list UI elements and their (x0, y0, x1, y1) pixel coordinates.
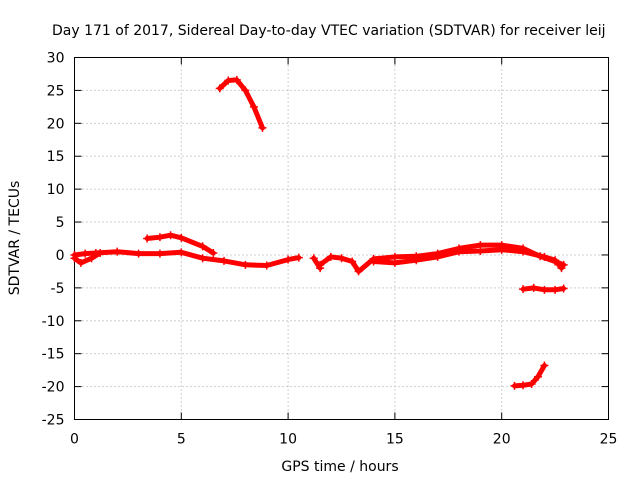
y-tick-label: 10 (47, 182, 65, 198)
data-point (166, 231, 175, 240)
data-point (209, 248, 218, 257)
data-point (96, 248, 105, 257)
data-point (309, 254, 318, 263)
x-tick-label: 15 (386, 432, 404, 448)
data-point (81, 249, 90, 258)
series-arc-mid-spur (311, 255, 323, 271)
data-point (155, 233, 164, 242)
data-point (241, 260, 250, 269)
x-tick-label: 20 (493, 432, 511, 448)
data-point (412, 256, 421, 265)
data-point (454, 247, 463, 256)
data-point (87, 254, 96, 263)
data-point (390, 258, 399, 267)
data-point (284, 255, 293, 264)
x-axis-title: GPS time / hours (281, 459, 398, 475)
data-point (534, 372, 543, 381)
tick-layer: 0 5 10 15 20 25 30 25 20 15 10 5 0 -5 -10 -15 -20 -25 (42, 51, 618, 448)
plot-frame (74, 57, 609, 420)
series-arc-main-wobble-markers (70, 248, 105, 267)
data-point (551, 285, 560, 294)
series-arc-mid-spur-markers (309, 254, 325, 273)
y-tick-label: -5 (51, 281, 65, 297)
data-point (316, 264, 325, 273)
data-point (433, 252, 442, 261)
chart-title: Day 171 of 2017, Sidereal Day-to-day VTE… (52, 23, 606, 39)
x-tick-label: 5 (177, 432, 186, 448)
data-point (540, 285, 549, 294)
series-arc-main-wobble (72, 250, 103, 266)
data-point (519, 285, 528, 294)
series-arc-upper-hump-markers (143, 231, 218, 257)
data-point (155, 249, 164, 258)
series-arc-minus-twenty (512, 363, 547, 389)
data-point (232, 75, 241, 84)
y-tick-label: 5 (56, 215, 65, 231)
data-point (143, 234, 152, 243)
data-point (527, 379, 536, 388)
series-arc-peak-markers (215, 75, 267, 132)
data-point (476, 247, 485, 256)
data-point (134, 249, 143, 258)
data-point (559, 284, 568, 293)
data-point (369, 257, 378, 266)
series-arc-minus-five-markers (519, 283, 568, 294)
x-tick-label: 0 (70, 432, 79, 448)
data-point (497, 245, 506, 254)
data-point (557, 264, 566, 273)
data-point (540, 361, 549, 370)
data-point (220, 256, 229, 265)
series-arc-mid-low-markers (369, 245, 566, 273)
data-point (258, 123, 267, 132)
y-axis-title: SDTVAR / TECUs (7, 181, 23, 296)
data-point (294, 253, 303, 262)
y-tick-label: 0 (56, 248, 65, 264)
data-point (198, 254, 207, 263)
series-layer (70, 75, 568, 390)
data-point (262, 261, 271, 270)
data-point (249, 102, 258, 111)
y-tick-label: -20 (42, 380, 65, 396)
series-arc-main-lower (72, 249, 302, 268)
data-point (326, 252, 335, 261)
series-arc-peak (217, 77, 265, 131)
y-tick-label: 30 (47, 51, 65, 67)
data-point (224, 76, 233, 85)
data-point (551, 256, 560, 265)
data-point (540, 252, 549, 261)
y-tick-label: -15 (42, 347, 65, 363)
data-point (337, 254, 346, 263)
data-point (113, 247, 122, 256)
x-tick-label: 10 (279, 432, 297, 448)
x-tick-label: 25 (600, 432, 618, 448)
data-point (76, 258, 85, 267)
y-tick-label: -10 (42, 314, 65, 330)
data-point (177, 248, 186, 257)
data-point (519, 247, 528, 256)
data-point (519, 381, 528, 390)
data-point (177, 233, 186, 242)
data-point (348, 257, 357, 266)
data-point (215, 84, 224, 93)
data-point (198, 242, 207, 251)
data-point (354, 267, 363, 276)
data-point (529, 283, 538, 292)
data-point (510, 381, 519, 390)
y-tick-label: 15 (47, 149, 65, 165)
y-tick-label: 20 (47, 116, 65, 132)
data-point (241, 86, 250, 95)
data-point (70, 254, 79, 263)
y-tick-label: 25 (47, 83, 65, 99)
series-arc-minus-twenty-markers (510, 361, 549, 390)
y-tick-label: -25 (42, 413, 65, 429)
